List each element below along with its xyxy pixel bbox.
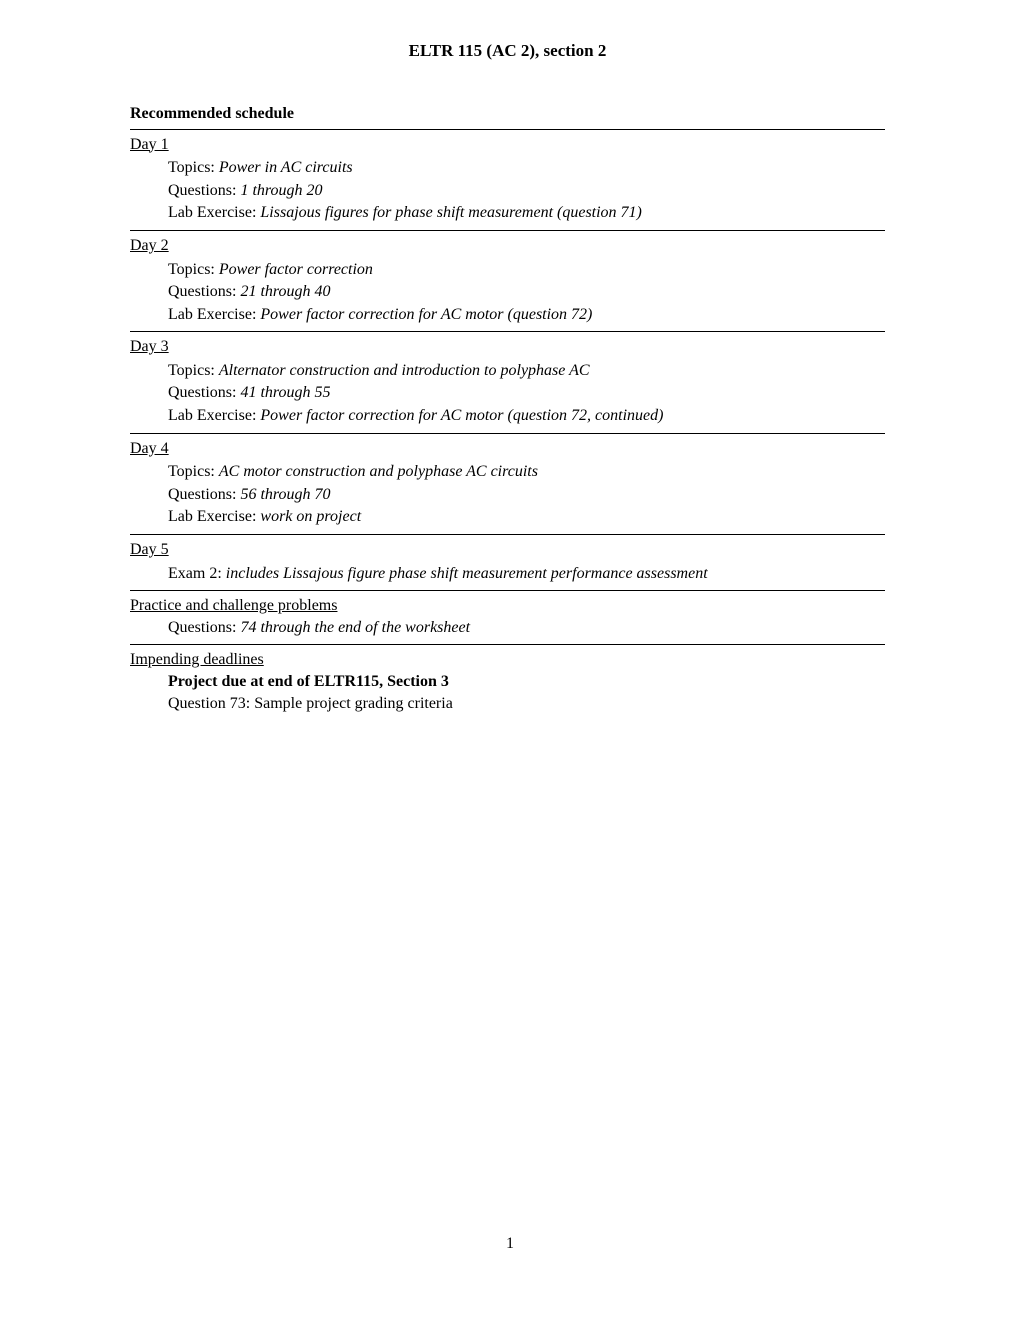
- lab-text: Power factor correction for AC motor (qu…: [260, 306, 592, 323]
- questions-prefix: Questions:: [168, 283, 240, 300]
- day-label: Day 2: [130, 235, 885, 257]
- day-label: Day 5: [130, 539, 885, 561]
- lab-prefix: Lab Exercise:: [168, 407, 260, 424]
- questions-text: 41 through 55: [240, 384, 330, 401]
- lab-text: Lissajous figures for phase shift measur…: [260, 204, 641, 221]
- lab-prefix: Lab Exercise:: [168, 204, 260, 221]
- document-title: ELTR 115 (AC 2), section 2: [130, 40, 885, 63]
- topics-prefix: Topics:: [168, 261, 219, 278]
- exam-text: includes Lissajous figure phase shift me…: [226, 565, 708, 582]
- day-block: Day 4 Topics: AC motor construction and …: [130, 438, 885, 528]
- questions-text: 56 through 70: [240, 486, 330, 503]
- topics-prefix: Topics:: [168, 463, 219, 480]
- schedule-heading: Recommended schedule: [130, 103, 885, 125]
- day-block: Day 5 Exam 2: includes Lissajous figure …: [130, 539, 885, 584]
- topics-text: AC motor construction and polyphase AC c…: [219, 463, 538, 480]
- day-label: Day 3: [130, 336, 885, 358]
- deadlines-content: Project due at end of ELTR115, Section 3…: [168, 671, 885, 714]
- topics-text: Power in AC circuits: [219, 159, 353, 176]
- day-content: Topics: Power factor correction Question…: [168, 259, 885, 326]
- page-number: 1: [0, 1233, 1020, 1255]
- day-block: Day 1 Topics: Power in AC circuits Quest…: [130, 134, 885, 224]
- day-content: Topics: Alternator construction and intr…: [168, 360, 885, 427]
- questions-prefix: Questions:: [168, 619, 240, 636]
- questions-prefix: Questions:: [168, 182, 240, 199]
- divider: [130, 230, 885, 231]
- exam-prefix: Exam 2:: [168, 565, 226, 582]
- deadlines-block: Impending deadlines Project due at end o…: [130, 649, 885, 714]
- deadlines-bold-line: Project due at end of ELTR115, Section 3: [168, 671, 885, 693]
- divider: [130, 590, 885, 591]
- divider: [130, 534, 885, 535]
- lab-prefix: Lab Exercise:: [168, 508, 260, 525]
- practice-title: Practice and challenge problems: [130, 595, 885, 617]
- divider: [130, 331, 885, 332]
- lab-prefix: Lab Exercise:: [168, 306, 260, 323]
- day-block: Day 2 Topics: Power factor correction Qu…: [130, 235, 885, 325]
- questions-prefix: Questions:: [168, 486, 240, 503]
- lab-text: work on project: [260, 508, 361, 525]
- deadlines-title: Impending deadlines: [130, 649, 885, 671]
- questions-text: 1 through 20: [240, 182, 322, 199]
- lab-text: Power factor correction for AC motor (qu…: [260, 407, 663, 424]
- day-label: Day 1: [130, 134, 885, 156]
- topics-prefix: Topics:: [168, 362, 219, 379]
- deadlines-line: Question 73: Sample project grading crit…: [168, 693, 885, 715]
- divider: [130, 129, 885, 130]
- topics-text: Alternator construction and introduction…: [219, 362, 590, 379]
- topics-text: Power factor correction: [219, 261, 373, 278]
- questions-prefix: Questions:: [168, 384, 240, 401]
- day-label: Day 4: [130, 438, 885, 460]
- practice-block: Practice and challenge problems Question…: [130, 595, 885, 638]
- topics-prefix: Topics:: [168, 159, 219, 176]
- questions-text: 74 through the end of the worksheet: [240, 619, 470, 636]
- day-block: Day 3 Topics: Alternator construction an…: [130, 336, 885, 426]
- day-content: Exam 2: includes Lissajous figure phase …: [168, 563, 885, 585]
- divider: [130, 644, 885, 645]
- practice-content: Questions: 74 through the end of the wor…: [168, 617, 885, 639]
- day-content: Topics: Power in AC circuits Questions: …: [168, 157, 885, 224]
- day-content: Topics: AC motor construction and polyph…: [168, 461, 885, 528]
- divider: [130, 433, 885, 434]
- questions-text: 21 through 40: [240, 283, 330, 300]
